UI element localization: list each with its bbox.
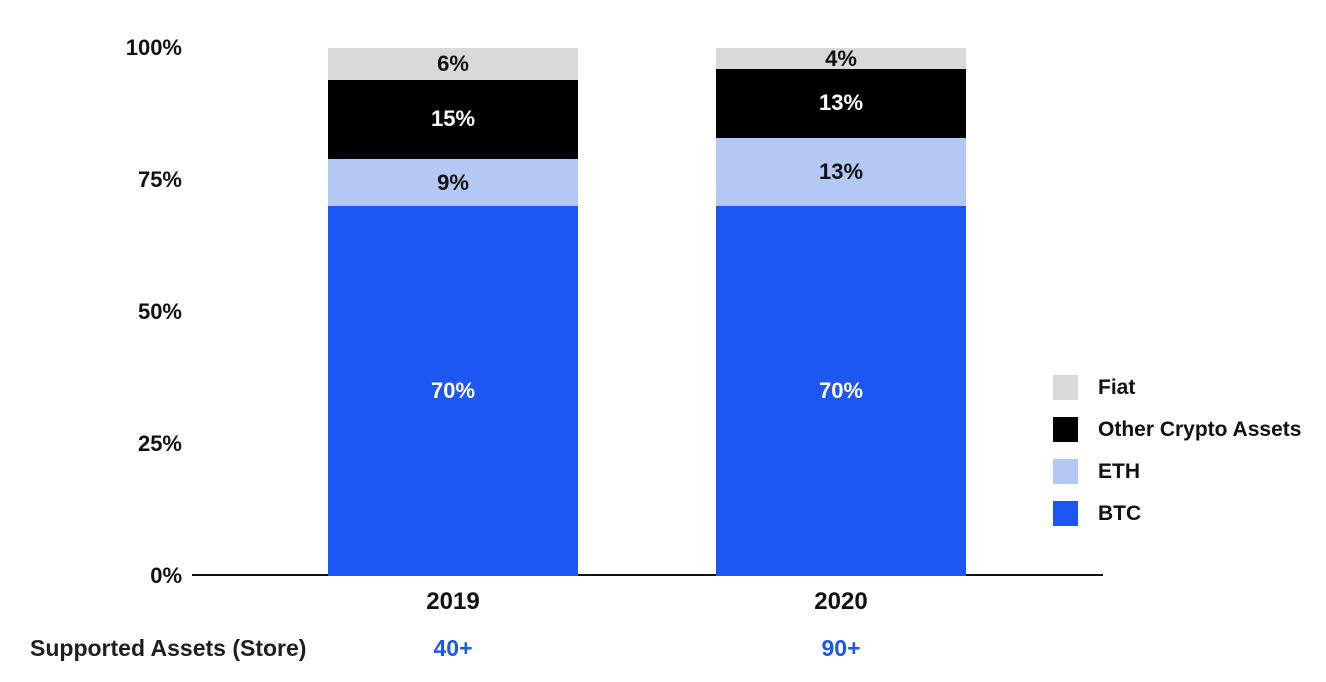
segment-fiat-2019: 6% — [328, 48, 578, 80]
y-tick-label-25: 25% — [137, 431, 182, 456]
y-tick-label-50: 50% — [137, 299, 182, 324]
segment-fiat-2020: 4% — [716, 45, 966, 71]
legend-item-fiat: Fiat — [1053, 375, 1301, 400]
legend-item-eth: ETH — [1053, 459, 1301, 484]
bar-2019: 6% 15% 9% 70% — [328, 48, 578, 576]
segment-label: 13% — [818, 90, 864, 116]
footer-row-label: Supported Assets (Store) — [30, 635, 307, 661]
legend: Fiat Other Crypto Assets ETH BTC — [1053, 375, 1301, 543]
segment-other-crypto-assets-2020: 13% — [716, 69, 966, 138]
segment-label: 4% — [825, 45, 857, 71]
segment-label: 9% — [437, 169, 469, 195]
segment-other-crypto-assets-2019: 15% — [328, 79, 578, 159]
segment-label: 13% — [818, 159, 864, 185]
segment-btc-2019: 70% — [328, 206, 578, 576]
legend-swatch-fiat-icon — [1053, 375, 1078, 400]
legend-swatch-other-crypto-assets-icon — [1053, 417, 1078, 442]
legend-label-other-crypto-assets: Other Crypto Assets — [1098, 417, 1302, 441]
footer-value-2020: 90+ — [821, 635, 861, 661]
segment-label: 6% — [437, 50, 469, 76]
footer-value-2019: 40+ — [433, 635, 473, 661]
segment-label: 70% — [430, 378, 476, 404]
segment-eth-2019: 9% — [328, 158, 578, 207]
x-tick-label-2019: 2019 — [426, 588, 480, 615]
legend-label-fiat: Fiat — [1098, 375, 1136, 399]
y-tick-label-0: 0% — [150, 563, 182, 588]
legend-swatch-eth-icon — [1053, 459, 1078, 484]
x-tick-label-2020: 2020 — [814, 588, 868, 615]
legend-swatch-btc-icon — [1053, 501, 1078, 526]
segment-label: 70% — [818, 378, 864, 404]
y-tick-label-75: 75% — [137, 167, 182, 192]
bar-2020: 4% 13% 13% 70% — [716, 45, 966, 576]
segment-btc-2020: 70% — [716, 206, 966, 576]
legend-label-eth: ETH — [1098, 459, 1140, 483]
segment-label: 15% — [430, 106, 476, 132]
legend-label-btc: BTC — [1098, 501, 1142, 525]
y-tick-label-100: 100% — [125, 35, 182, 60]
segment-eth-2020: 13% — [716, 137, 966, 207]
legend-item-btc: BTC — [1053, 501, 1301, 526]
legend-item-other-crypto-assets: Other Crypto Assets — [1053, 417, 1301, 442]
x-axis-line — [192, 574, 1103, 576]
